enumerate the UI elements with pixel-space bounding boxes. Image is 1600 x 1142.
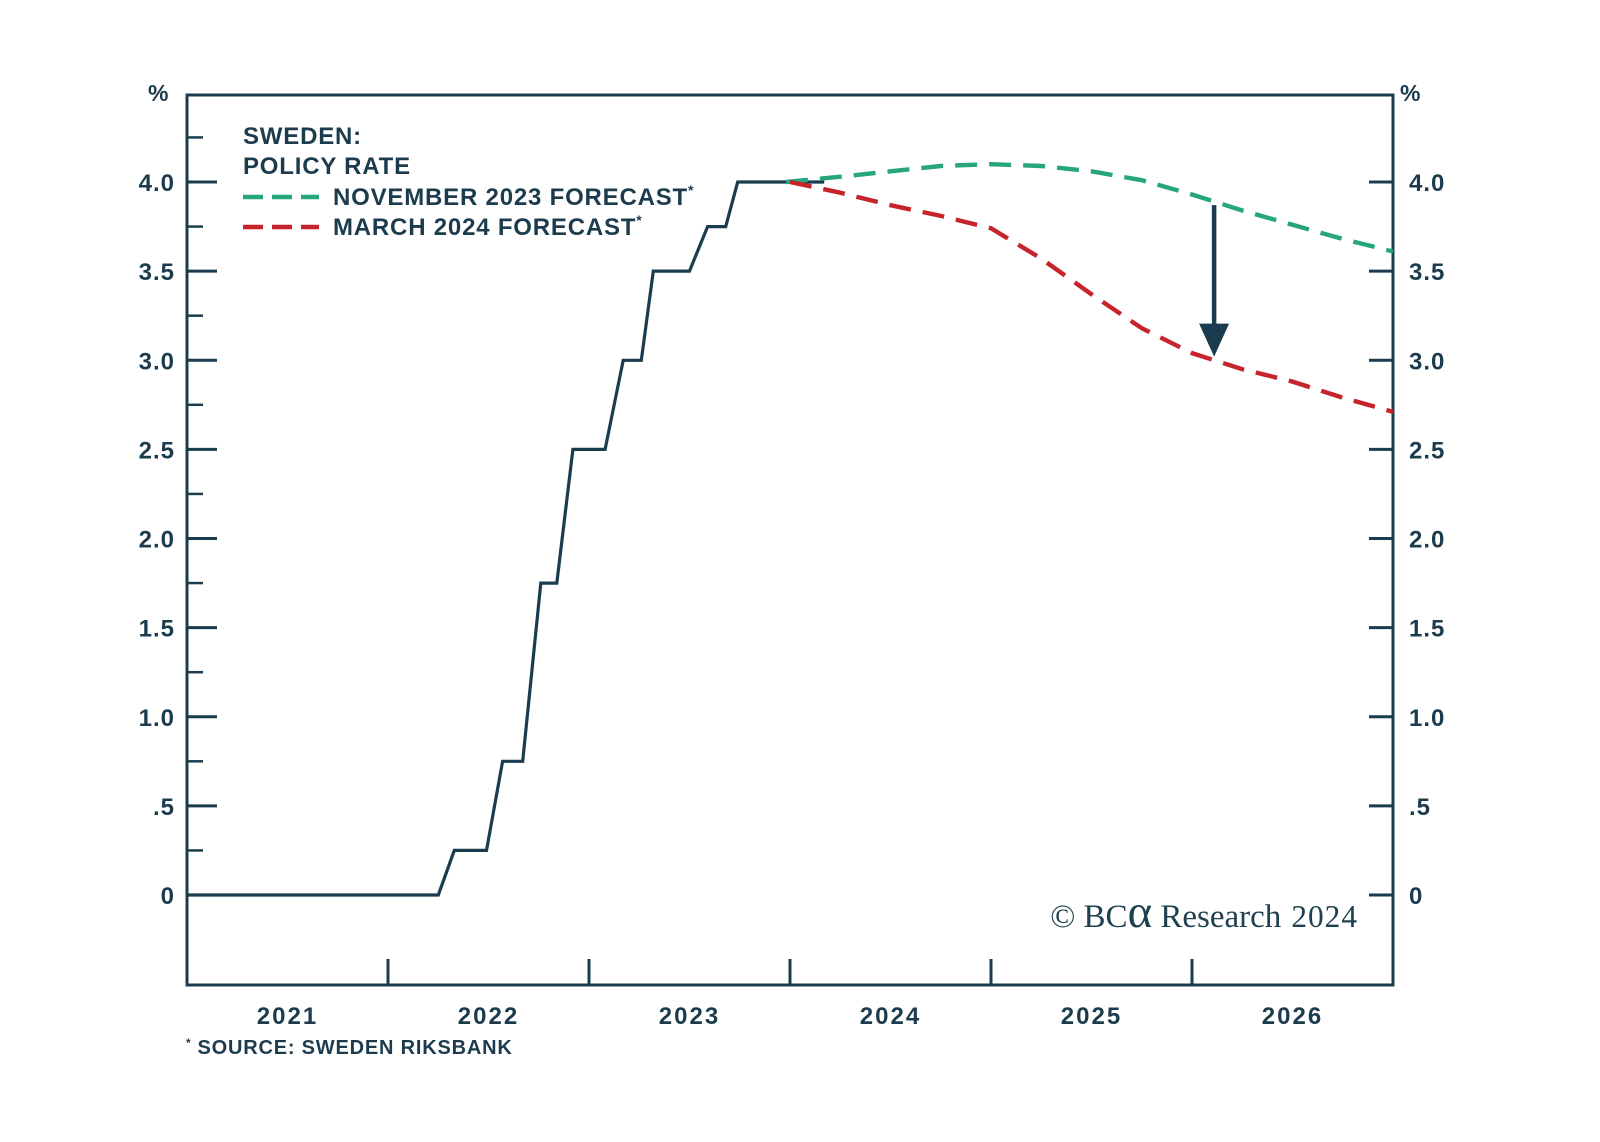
red-dashed-line-swatch [243, 224, 319, 230]
y-axis-tick-label-left: 2.0 [139, 527, 175, 554]
march-2024-forecast-line [789, 179, 1394, 415]
legend-item-march-2024-forecast: MARCH 2024 FORECAST* [243, 212, 694, 242]
bca-research-watermark: © BCα Research 2024 [1050, 886, 1358, 938]
y-axis-tick-label-right: 3.5 [1409, 259, 1445, 286]
chart-title-line-2: POLICY RATE [243, 153, 411, 180]
legend-label-november-2023: NOVEMBER 2023 FORECAST* [333, 182, 695, 211]
november-2023-forecast-line [785, 162, 1394, 254]
legend-item-november-2023-forecast: NOVEMBER 2023 FORECAST* [243, 182, 694, 212]
y-axis-tick-label-left: 1.0 [139, 705, 175, 732]
x-axis-year-label: 2023 [659, 1003, 720, 1030]
forecast-downgrade-arrow-head [1199, 323, 1230, 357]
x-axis-year-label: 2025 [1061, 1003, 1122, 1030]
source-note: * SOURCE: SWEDEN RIKSBANK [186, 1036, 513, 1059]
y-axis-tick-label-right: 1.0 [1409, 705, 1445, 732]
y-axis-tick-label-left: 3.5 [139, 259, 175, 286]
x-axis-year-label: 2026 [1262, 1003, 1323, 1030]
y-axis-tick-label-right: 2.0 [1409, 527, 1445, 554]
y-axis-tick-label-right: .5 [1409, 794, 1431, 821]
x-axis-year-label: 2024 [860, 1003, 921, 1030]
y-axis-tick-label-left: 1.5 [139, 616, 175, 643]
y-axis-tick-label-right: 1.5 [1409, 616, 1445, 643]
y-axis-tick-label-left: 0 [161, 883, 175, 910]
legend-label-march-2024: MARCH 2024 FORECAST* [333, 212, 643, 241]
legend: SWEDEN: POLICY RATE NOVEMBER 2023 FORECA… [243, 122, 694, 242]
y-axis-unit-right: % [1400, 80, 1422, 106]
chart-title-line-1: SWEDEN: [243, 123, 362, 150]
x-axis-year-label: 2021 [257, 1003, 318, 1030]
y-axis-tick-label-right: 2.5 [1409, 437, 1445, 464]
y-axis-tick-label-right: 4.0 [1409, 170, 1445, 197]
y-axis-tick-label-right: 0 [1409, 883, 1423, 910]
y-axis-tick-label-left: 2.5 [139, 437, 175, 464]
green-dashed-line-swatch [243, 194, 319, 200]
x-axis-year-label: 2022 [458, 1003, 519, 1030]
y-axis-tick-label-left: 3.0 [139, 348, 175, 375]
y-axis-tick-label-right: 3.0 [1409, 348, 1445, 375]
y-axis-tick-label-left: 4.0 [139, 170, 175, 197]
y-axis-tick-label-left: .5 [153, 794, 175, 821]
y-axis-unit-left: % [148, 80, 170, 106]
policy-rate-line [187, 180, 825, 897]
